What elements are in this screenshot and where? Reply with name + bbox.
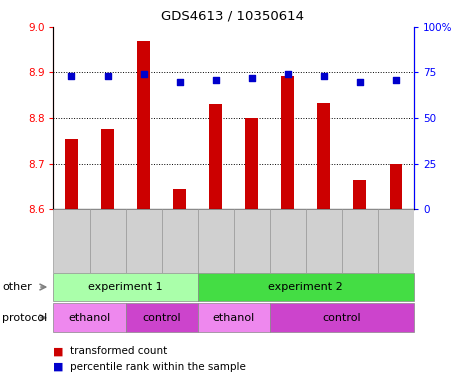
Text: ■: ■ (53, 362, 64, 372)
Point (320, 73, 327, 79)
Point (284, 71, 292, 77)
Point (104, 73, 111, 79)
Bar (281, 76, 294, 209)
Bar (234, 209, 270, 273)
Text: ethanol: ethanol (68, 313, 111, 323)
Point (212, 77, 219, 83)
Bar (101, 129, 114, 209)
Bar (162, 209, 198, 273)
Bar (137, 41, 150, 209)
Bar (318, 103, 330, 209)
Text: GDS4613 / 10350614: GDS4613 / 10350614 (161, 10, 304, 23)
Text: percentile rank within the sample: percentile rank within the sample (70, 362, 246, 372)
Point (68, 73, 75, 79)
Bar (306, 209, 342, 273)
Point (140, 71, 147, 77)
Text: ethanol: ethanol (213, 313, 255, 323)
Bar (246, 118, 258, 209)
Bar (270, 209, 306, 273)
Bar (342, 209, 378, 273)
Bar (378, 209, 414, 273)
Bar (65, 139, 78, 209)
Point (392, 77, 399, 83)
Point (176, 79, 183, 85)
Bar (390, 164, 402, 209)
Bar (173, 189, 186, 209)
Bar (89, 209, 126, 273)
Point (356, 79, 364, 85)
Text: control: control (322, 313, 361, 323)
Bar (53, 209, 89, 273)
Bar (126, 209, 162, 273)
Bar (198, 209, 233, 273)
Bar (353, 180, 366, 209)
Text: protocol: protocol (2, 313, 47, 323)
Point (248, 75, 255, 81)
Text: control: control (142, 313, 181, 323)
Bar (209, 104, 222, 209)
Text: transformed count: transformed count (70, 346, 167, 356)
Text: experiment 2: experiment 2 (268, 282, 343, 292)
Text: experiment 1: experiment 1 (88, 282, 163, 292)
Text: other: other (2, 282, 32, 292)
Text: ■: ■ (53, 346, 64, 356)
